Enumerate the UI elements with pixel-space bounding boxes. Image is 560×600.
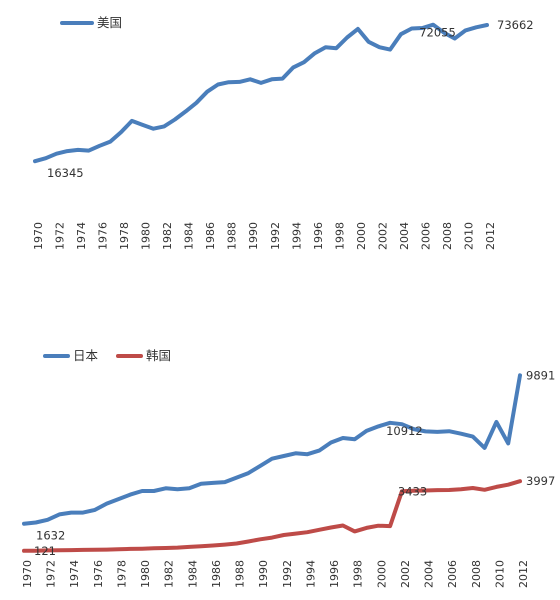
x-tick-label-us-21: 2012 <box>484 222 497 250</box>
x-tick-label-jk-5: 1980 <box>139 560 152 588</box>
legend-label-japan: 日本 <box>73 348 99 363</box>
x-tick-label-jk-18: 2006 <box>446 560 459 588</box>
x-tick-label-us-5: 1980 <box>140 222 153 250</box>
data-label-jk-5: 3997 <box>526 474 555 488</box>
x-tick-label-jk-13: 1996 <box>328 560 341 588</box>
x-tick-label-jk-6: 1982 <box>163 560 176 588</box>
x-tick-label-jk-14: 1998 <box>352 560 365 588</box>
x-tick-label-jk-10: 1990 <box>257 560 270 588</box>
japan-korea-gdp-chart: 日本 韩国 1632 10912 9891 121 3433 3997 1970 1972 1… <box>21 348 555 588</box>
x-tick-label-jk-8: 1986 <box>210 560 223 588</box>
x-tick-label-jk-0: 1970 <box>21 560 34 588</box>
series-line-jk-0 <box>22 373 522 526</box>
data-label-us-1: 72055 <box>419 26 456 40</box>
x-tick-label-jk-7: 1984 <box>186 560 199 588</box>
data-label-jk-1: 10912 <box>386 424 423 438</box>
x-tick-label-us-14: 1998 <box>333 222 346 250</box>
legend: 日本 韩国 <box>43 348 171 363</box>
x-tick-label-us-8: 1986 <box>204 222 217 250</box>
x-tick-label-jk-16: 2002 <box>399 560 412 588</box>
x-tick-label-us-12: 1994 <box>290 222 303 250</box>
data-label-jk-2: 9891 <box>526 368 555 382</box>
x-tick-label-jk-12: 1994 <box>304 560 317 588</box>
x-tick-label-jk-9: 1988 <box>234 560 247 588</box>
x-tick-label-us-2: 1974 <box>75 222 88 250</box>
x-tick-label-us-7: 1984 <box>183 222 196 250</box>
data-label-jk-0: 1632 <box>36 529 65 543</box>
data-label-jk-3: 121 <box>34 544 56 558</box>
x-tick-label-us-18: 2006 <box>419 222 432 250</box>
x-tick-label-jk-15: 2000 <box>375 560 388 588</box>
x-tick-label-us-13: 1996 <box>312 222 325 250</box>
x-tick-label-us-1: 1972 <box>54 222 67 250</box>
x-tick-label-jk-3: 1976 <box>92 560 105 588</box>
data-label-us-2: 73662 <box>497 18 534 32</box>
legend-label-korea: 韩国 <box>146 348 171 363</box>
x-tick-label-us-17: 2004 <box>398 222 411 250</box>
x-tick-label-us-4: 1978 <box>118 222 131 250</box>
x-tick-label-us-9: 1988 <box>226 222 239 250</box>
series-line-jk-1 <box>22 479 522 553</box>
x-tick-label-us-10: 1990 <box>247 222 260 250</box>
data-label-us-0: 16345 <box>47 166 84 180</box>
x-tick-label-us-11: 1992 <box>269 222 282 250</box>
x-tick-label-jk-19: 2008 <box>470 560 483 588</box>
x-tick-label-us-0: 1970 <box>32 222 45 250</box>
x-tick-label-jk-4: 1978 <box>116 560 129 588</box>
series-line-us-0 <box>33 22 489 164</box>
x-tick-label-us-19: 2008 <box>441 222 454 250</box>
us-gdp-chart: 美国 16345 72055 73662 1970 1972 1974 1976 1978 1… <box>32 15 534 250</box>
x-tick-label-us-15: 2000 <box>355 222 368 250</box>
legend-label-us: 美国 <box>97 15 122 30</box>
x-tick-label-us-6: 1982 <box>161 222 174 250</box>
x-tick-label-jk-20: 2010 <box>493 560 506 588</box>
x-tick-label-us-16: 2002 <box>376 222 389 250</box>
x-tick-label-jk-17: 2004 <box>423 560 436 588</box>
x-tick-label-jk-1: 1972 <box>45 560 58 588</box>
x-tick-label-jk-2: 1974 <box>68 560 81 588</box>
x-tick-label-jk-21: 2012 <box>517 560 530 588</box>
legend: 美国 <box>60 15 122 30</box>
data-label-jk-4: 3433 <box>398 484 427 498</box>
x-tick-label-us-3: 1976 <box>97 222 110 250</box>
x-tick-label-us-20: 2010 <box>463 222 476 250</box>
x-tick-label-jk-11: 1992 <box>281 560 294 588</box>
